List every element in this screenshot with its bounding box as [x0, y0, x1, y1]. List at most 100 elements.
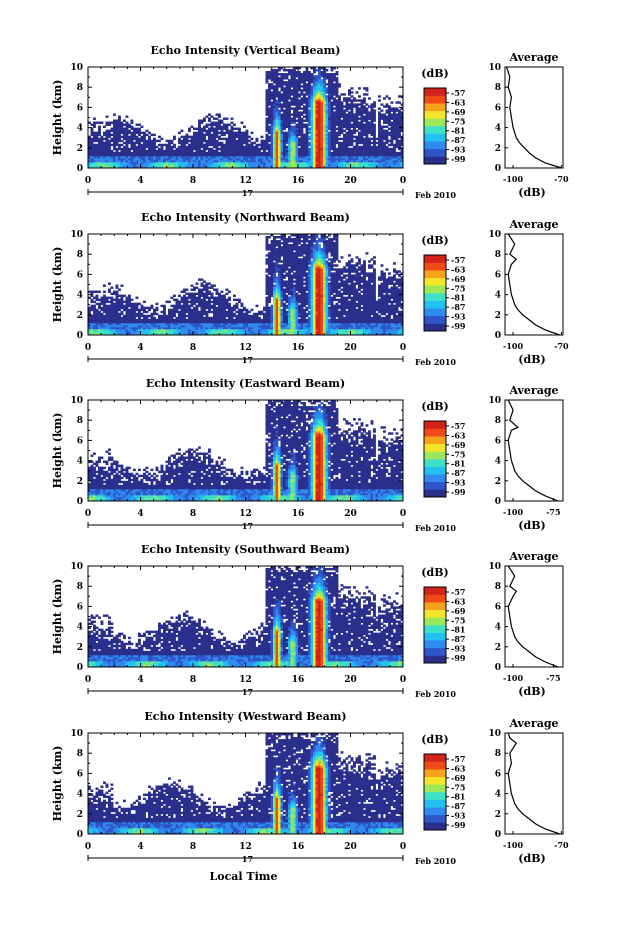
- heatmap-cell: [195, 332, 199, 336]
- heatmap-cell: [93, 326, 96, 330]
- heatmap-cell: [230, 139, 234, 143]
- heatmap-cell: [288, 125, 291, 128]
- heatmap-cell: [353, 131, 356, 135]
- heatmap-cell: [193, 318, 196, 322]
- heatmap-cell: [355, 91, 359, 94]
- heatmap-cell: [185, 147, 189, 151]
- heatmap-cell: [360, 149, 364, 153]
- heatmap-cell: [390, 165, 394, 169]
- heatmap-cell: [98, 139, 101, 143]
- heatmap-cell: [173, 143, 176, 147]
- heatmap-cell: [305, 87, 309, 90]
- heatmap-cell: [218, 304, 221, 308]
- heatmap-cell: [325, 149, 329, 153]
- heatmap-cell: [353, 103, 356, 106]
- heatmap-cell: [290, 117, 294, 120]
- heatmap-cell: [218, 320, 221, 324]
- heatmap-cell: [230, 157, 234, 161]
- heatmap-cell: [275, 320, 279, 324]
- heatmap-cell: [308, 163, 311, 167]
- heatmap-cell: [113, 127, 116, 131]
- heatmap-cell: [135, 149, 139, 153]
- heatmap-cell: [115, 147, 119, 151]
- heatmap-cell: [150, 330, 154, 334]
- heatmap-cell: [293, 139, 296, 143]
- heatmap-cell: [285, 107, 289, 110]
- heatmap-cell: [320, 117, 324, 120]
- heatmap-cell: [150, 145, 154, 149]
- heatmap-cell: [288, 163, 291, 167]
- heatmap-cell: [310, 95, 314, 98]
- heatmap-cell: [293, 97, 296, 100]
- heatmap-cell: [203, 127, 206, 131]
- heatmap-cell: [393, 123, 396, 126]
- heatmap-cell: [320, 95, 324, 98]
- heatmap-cell: [215, 296, 219, 300]
- heatmap-cell: [118, 155, 121, 159]
- heatmap-cell: [220, 302, 224, 306]
- heatmap-cell: [110, 314, 114, 318]
- heatmap-cell: [303, 161, 306, 165]
- heatmap-cell: [188, 328, 191, 332]
- heatmap-cell: [310, 67, 314, 70]
- heatmap-cell: [340, 141, 344, 145]
- heatmap-cell: [133, 145, 136, 149]
- heatmap-cell: [133, 127, 136, 131]
- heatmap-cell: [183, 145, 186, 149]
- heatmap-cell: [378, 117, 381, 120]
- heatmap-cell: [168, 314, 171, 318]
- heatmap-cell: [203, 332, 206, 336]
- heatmap-cell: [293, 103, 296, 106]
- heatmap-cell: [270, 75, 274, 78]
- heatmap-cell: [93, 159, 96, 163]
- heatmap-cell: [298, 79, 301, 82]
- heatmap-cell: [388, 139, 391, 143]
- heatmap-cell: [100, 161, 104, 165]
- heatmap-cell: [280, 161, 284, 165]
- heatmap-cell: [220, 163, 224, 167]
- heatmap-cell: [325, 161, 329, 165]
- heatmap-cell: [280, 318, 284, 322]
- heatmap-cell: [203, 310, 206, 314]
- heatmap-cell: [338, 165, 341, 169]
- heatmap-cell: [163, 322, 166, 326]
- heatmap-cell: [213, 157, 216, 161]
- heatmap-cell: [188, 296, 191, 300]
- heatmap-cell: [228, 312, 231, 316]
- heatmap-cell: [295, 75, 299, 78]
- heatmap-cell: [243, 159, 246, 163]
- heatmap-cell: [365, 157, 369, 161]
- heatmap-cell: [135, 308, 139, 312]
- heatmap-cell: [333, 155, 336, 159]
- heatmap-cell: [173, 135, 176, 139]
- heatmap-cell: [318, 131, 321, 135]
- heatmap-cell: [253, 332, 256, 336]
- heatmap-cell: [378, 125, 381, 128]
- heatmap-cell: [313, 143, 316, 147]
- heatmap-cell: [338, 99, 341, 102]
- heatmap-cell: [290, 125, 294, 128]
- heatmap-cell: [135, 324, 139, 328]
- heatmap-cell: [315, 121, 319, 124]
- heatmap-cell: [100, 143, 104, 147]
- heatmap-cell: [173, 149, 176, 153]
- heatmap-cell: [183, 330, 186, 334]
- heatmap-cell: [263, 320, 266, 324]
- heatmap-cell: [163, 320, 166, 324]
- heatmap-cell: [130, 332, 134, 336]
- heatmap-cell: [340, 93, 344, 96]
- heatmap-cell: [193, 330, 196, 334]
- heatmap-cell: [170, 330, 174, 334]
- heatmap-cell: [153, 133, 156, 137]
- heatmap-cell: [228, 306, 231, 310]
- heatmap-cell: [305, 145, 309, 149]
- heatmap-cell: [163, 163, 166, 167]
- heatmap-cell: [330, 115, 334, 118]
- heatmap-cell: [265, 91, 269, 94]
- heatmap-cell: [188, 294, 191, 298]
- heatmap-cell: [188, 316, 191, 320]
- heatmap-cell: [138, 310, 141, 314]
- heatmap-cell: [133, 135, 136, 139]
- heatmap-cell: [313, 93, 316, 96]
- heatmap-cell: [380, 165, 384, 169]
